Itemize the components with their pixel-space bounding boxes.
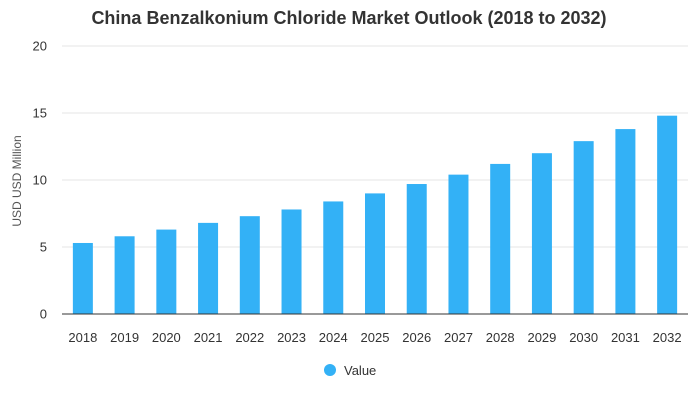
y-tick-label: 5	[40, 240, 47, 255]
bar-2030[interactable]	[573, 141, 594, 314]
bar-2021[interactable]	[198, 222, 219, 314]
bar-2031[interactable]	[615, 129, 636, 314]
bar-2025[interactable]	[365, 193, 385, 314]
bar-2020[interactable]	[156, 229, 177, 314]
bar-2028[interactable]	[490, 163, 511, 314]
x-tick-label: 2024	[319, 330, 348, 345]
x-tick-label: 2020	[152, 330, 181, 345]
y-tick-label: 10	[33, 173, 47, 188]
x-tick-label: 2029	[527, 330, 556, 345]
y-axis-label: USD USD Million	[10, 135, 24, 226]
x-tick-label: 2022	[235, 330, 264, 345]
bar-2029[interactable]	[531, 153, 552, 314]
legend-swatch	[324, 364, 336, 376]
x-tick-label: 2025	[361, 330, 390, 345]
legend-label: Value	[344, 363, 376, 378]
bar-2022[interactable]	[239, 216, 260, 314]
x-tick-label: 2032	[653, 330, 682, 345]
legend[interactable]: Value	[324, 363, 376, 378]
x-tick-label: 2026	[402, 330, 431, 345]
bar-series	[72, 115, 678, 315]
y-tick-label: 15	[33, 106, 47, 121]
chart-title: China Benzalkonium Chloride Market Outlo…	[91, 8, 606, 28]
x-tick-label: 2027	[444, 330, 473, 345]
y-axis-ticks: 0 5 10 15 20	[33, 39, 47, 322]
x-tick-label: 2028	[486, 330, 515, 345]
x-tick-label: 2030	[569, 330, 598, 345]
bar-2018[interactable]	[72, 242, 93, 314]
x-tick-label: 2023	[277, 330, 306, 345]
bar-2024[interactable]	[323, 201, 344, 314]
x-tick-label: 2031	[611, 330, 640, 345]
bar-2032[interactable]	[657, 115, 678, 315]
bar-2023[interactable]	[281, 209, 302, 314]
y-tick-label: 0	[40, 307, 47, 322]
bar-2026[interactable]	[406, 184, 427, 314]
x-tick-label: 2019	[110, 330, 139, 345]
bar-2019[interactable]	[114, 236, 135, 314]
x-tick-label: 2018	[68, 330, 97, 345]
y-tick-label: 20	[33, 39, 47, 54]
x-tick-label: 2021	[194, 330, 223, 345]
x-axis-ticks: 2018 2019 2020 2021 2022 2023 2024 2025 2026 2027…	[68, 330, 681, 345]
bar-2027[interactable]	[448, 174, 469, 314]
